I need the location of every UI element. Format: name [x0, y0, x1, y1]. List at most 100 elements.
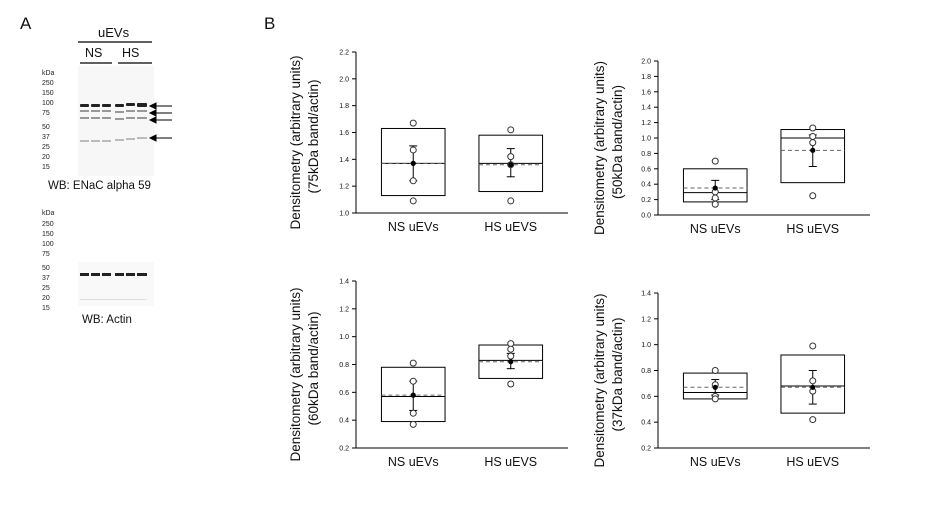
- blot1-caption: WB: ENaC alpha 59: [48, 180, 151, 192]
- mean-point: [508, 359, 514, 365]
- mean-point: [810, 147, 816, 153]
- x-category-label: HS uEVS: [786, 455, 839, 469]
- blot1-marker: 50: [42, 124, 50, 131]
- y-tick-label: 1.0: [339, 211, 349, 218]
- x-category-label: NS uEVs: [690, 222, 741, 236]
- blot1-marker: 37: [42, 134, 50, 141]
- data-point: [409, 377, 417, 385]
- y-tick-label: 0.2: [339, 446, 349, 453]
- box-iqr: [380, 127, 446, 197]
- uevs-header: uEVs: [98, 25, 130, 40]
- data-point: [809, 132, 817, 140]
- y-tick-label: 0.2: [641, 446, 651, 453]
- data-point: [711, 395, 719, 403]
- data-point: [711, 157, 719, 165]
- y-axis-sublabel: (75kDa band/actin): [306, 79, 321, 193]
- y-tick-label: 1.6: [641, 89, 651, 96]
- blot1-marker: 250: [42, 80, 54, 87]
- y-tick-label: 1.4: [641, 105, 651, 112]
- y-axis-sublabel: (37kDa band/actin): [610, 317, 625, 431]
- blot2-marker: 250: [42, 221, 54, 228]
- data-point: [409, 197, 417, 205]
- x-category-label: NS uEVs: [388, 220, 439, 234]
- mean-point: [810, 384, 816, 390]
- data-point: [507, 352, 515, 360]
- blot1-marker: 75: [42, 110, 50, 117]
- data-point: [809, 342, 817, 350]
- blot1-marker: 20: [42, 154, 50, 161]
- enac-blot: [78, 66, 172, 176]
- y-tick-label: 1.0: [641, 342, 651, 349]
- y-tick-label: 2.2: [339, 50, 349, 57]
- data-point: [809, 377, 817, 385]
- y-tick-label: 0.8: [339, 362, 349, 369]
- blot2-marker: 100: [42, 241, 54, 248]
- band-arrows: [148, 102, 172, 142]
- box-ns: [682, 157, 748, 208]
- data-point: [507, 153, 515, 161]
- box-ns: [380, 359, 446, 428]
- blot2-marker: 37: [42, 275, 50, 282]
- box-ns: [380, 119, 446, 205]
- group-label-ns: NS: [85, 46, 103, 60]
- box-hs: [478, 126, 544, 205]
- panel-b-letter: B: [264, 14, 276, 33]
- y-tick-label: 1.4: [339, 279, 349, 286]
- x-category-label: HS uEVS: [484, 455, 537, 469]
- data-point: [409, 359, 417, 367]
- x-category-label: NS uEVs: [388, 455, 439, 469]
- data-point: [809, 139, 817, 147]
- y-axis-label: Densitometry (arbitrary units): [288, 287, 303, 461]
- box-iqr: [780, 354, 846, 414]
- y-axis-label: Densitometry (arbitrary units): [288, 55, 303, 229]
- data-point: [809, 124, 817, 132]
- y-axis-sublabel: (60kDa band/actin): [306, 311, 321, 425]
- data-point: [507, 345, 515, 353]
- y-tick-label: 1.2: [641, 120, 651, 127]
- boxplot-4: 0.2 0.4 0.6 0.8 1.0 1.2 1.4 Densitometry (arbit…: [592, 291, 870, 469]
- data-point: [409, 177, 417, 185]
- y-tick-label: 0.6: [641, 394, 651, 401]
- y-tick-label: 0.6: [641, 166, 651, 173]
- y-tick-label: 0.2: [641, 197, 651, 204]
- y-tick-label: 1.2: [339, 306, 349, 313]
- box-hs: [780, 342, 846, 424]
- y-tick-label: 1.2: [641, 316, 651, 323]
- mean-point: [410, 160, 416, 166]
- blot2-marker: 25: [42, 285, 50, 292]
- blot1-marker: 15: [42, 164, 50, 171]
- y-tick-label: 1.8: [641, 74, 651, 81]
- y-tick-label: 1.2: [339, 184, 349, 191]
- y-tick-label: 1.6: [339, 130, 349, 137]
- y-tick-label: 2.0: [641, 59, 651, 66]
- data-point: [409, 146, 417, 154]
- y-axis-label: Densitometry (arbitrary units): [592, 61, 607, 235]
- y-tick-label: 1.4: [641, 291, 651, 298]
- actin-blot: [78, 262, 154, 306]
- data-point: [809, 192, 817, 200]
- blot2-caption: WB: Actin: [82, 314, 132, 326]
- blot2-marker: 20: [42, 295, 50, 302]
- data-point: [409, 409, 417, 417]
- blot2-marker: 150: [42, 231, 54, 238]
- blot2-marker: 50: [42, 265, 50, 272]
- data-point: [507, 380, 515, 388]
- boxplot-1: 1.0 1.2 1.4 1.6 1.8 2.0 2.2 Densitometry (arbit…: [288, 50, 568, 234]
- y-tick-label: 0.8: [641, 151, 651, 158]
- y-tick-label: 0.8: [641, 368, 651, 375]
- y-tick-label: 1.4: [339, 157, 349, 164]
- blot1-marker: 150: [42, 90, 54, 97]
- x-category-label: NS uEVs: [690, 455, 741, 469]
- boxplot-3: 0.2 0.4 0.6 0.8 1.0 1.2 1.4 Densitometry (arbit…: [288, 279, 568, 469]
- panel-a-letter: A: [20, 14, 32, 33]
- y-tick-label: 0.4: [339, 418, 349, 425]
- x-category-label: HS uEVS: [484, 220, 537, 234]
- mean-point: [712, 185, 718, 191]
- blot2-kda-label: kDa: [42, 210, 55, 217]
- y-tick-label: 1.0: [641, 136, 651, 143]
- data-point: [507, 126, 515, 134]
- box-hs: [478, 340, 544, 388]
- y-tick-label: 1.8: [339, 103, 349, 110]
